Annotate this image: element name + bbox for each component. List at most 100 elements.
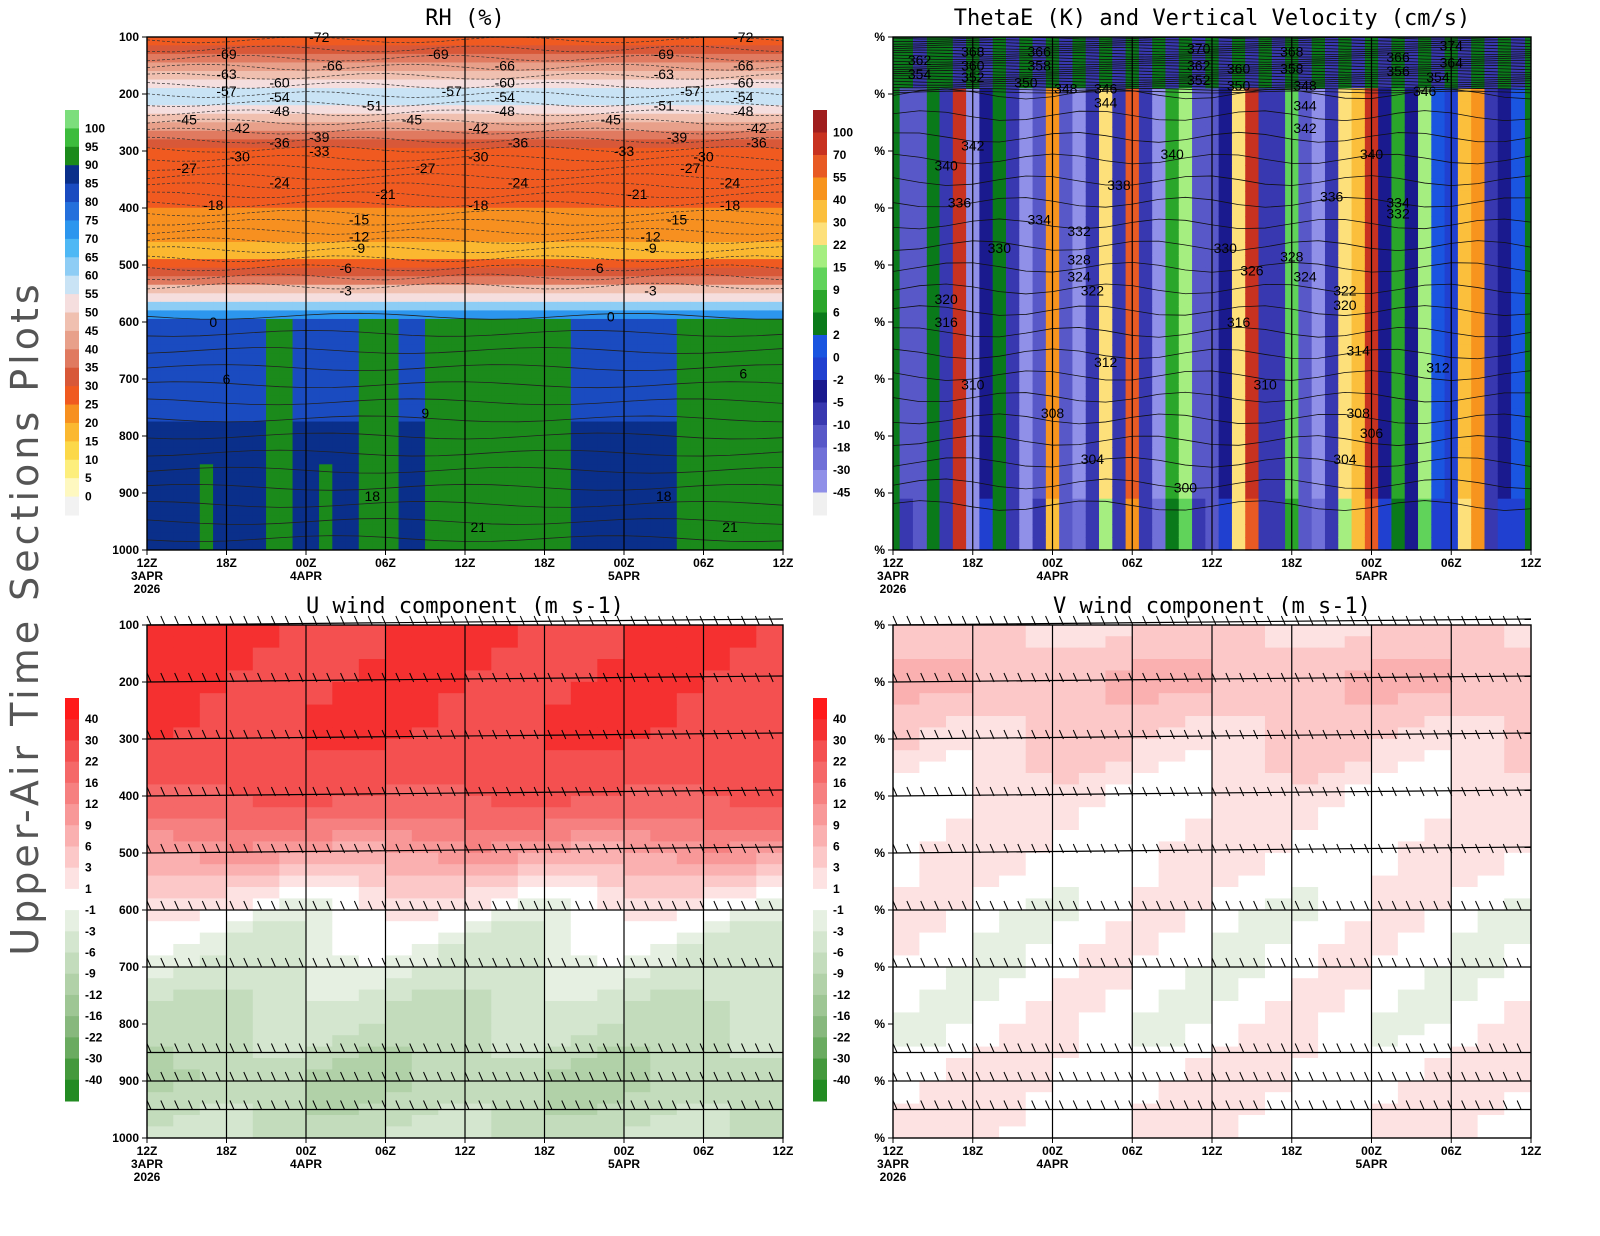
vv-cell bbox=[1378, 396, 1393, 410]
rh-cell bbox=[517, 156, 532, 166]
rh-cell bbox=[769, 515, 784, 525]
rh-cell bbox=[438, 53, 453, 64]
rh-cell bbox=[464, 472, 479, 482]
rh-cell bbox=[372, 113, 386, 123]
rh-cell bbox=[676, 267, 691, 277]
vv-cell bbox=[1032, 408, 1047, 423]
vv-cell bbox=[1471, 165, 1486, 179]
rh-cell bbox=[173, 524, 188, 534]
rh-cell bbox=[266, 541, 280, 551]
vv-cell bbox=[1457, 485, 1472, 500]
vv-cell bbox=[1311, 537, 1326, 551]
temperature-contour-dashed bbox=[146, 164, 784, 171]
y-tick-label: 900 bbox=[119, 486, 139, 500]
rh-cell bbox=[637, 361, 651, 371]
rh-cell bbox=[478, 336, 492, 346]
rh-cell bbox=[544, 276, 559, 286]
vv-cell bbox=[1032, 511, 1047, 525]
rh-cell bbox=[332, 489, 347, 500]
vv-cell bbox=[1112, 101, 1127, 115]
rh-cell bbox=[623, 233, 638, 243]
rh-cell bbox=[743, 301, 757, 311]
rh-cell bbox=[451, 447, 466, 457]
rh-cell bbox=[160, 190, 174, 200]
rh-cell bbox=[345, 293, 360, 303]
rh-cell bbox=[385, 165, 400, 175]
vv-cell bbox=[1484, 229, 1499, 243]
vv-cell bbox=[1258, 178, 1273, 192]
rh-cell bbox=[610, 88, 625, 98]
vv-cell bbox=[992, 190, 1007, 205]
rh-cell bbox=[345, 139, 360, 149]
rh-cell bbox=[743, 387, 757, 397]
rh-cell bbox=[279, 387, 294, 397]
vv-cell bbox=[1431, 126, 1446, 141]
rh-cell bbox=[610, 413, 625, 423]
rh-cell bbox=[544, 481, 559, 491]
vv-cell bbox=[1019, 485, 1034, 500]
rh-cell bbox=[743, 267, 757, 277]
temperature-contour-label: -36 bbox=[746, 134, 766, 150]
temperature-contour-label: -69 bbox=[654, 46, 674, 62]
rh-cell bbox=[464, 173, 479, 183]
rh-cell bbox=[239, 105, 254, 115]
vv-cell bbox=[952, 370, 967, 384]
rh-cell bbox=[597, 464, 612, 474]
rh-cell bbox=[584, 524, 598, 534]
vv-cell bbox=[1484, 190, 1499, 205]
rh-cell bbox=[398, 165, 413, 175]
vv-cell bbox=[1338, 396, 1353, 410]
rh-cell bbox=[623, 293, 638, 303]
rh-cell bbox=[531, 96, 545, 106]
rh-cell bbox=[266, 173, 280, 183]
rh-cell bbox=[252, 122, 267, 132]
rh-cell bbox=[584, 224, 598, 235]
rh-cell bbox=[372, 105, 386, 115]
rh-cell bbox=[398, 233, 413, 243]
rh-cell bbox=[266, 122, 280, 132]
vv-cell bbox=[1391, 255, 1406, 269]
rh-cell bbox=[570, 207, 585, 217]
rh-cell bbox=[716, 515, 731, 525]
rh-cell bbox=[570, 96, 585, 106]
vv-cell bbox=[1457, 203, 1472, 218]
rh-cell bbox=[186, 310, 201, 320]
rh-cell bbox=[292, 378, 307, 388]
rh-cell bbox=[491, 113, 506, 123]
rh-cell bbox=[517, 242, 532, 252]
rh-cell bbox=[464, 36, 479, 46]
rh-cell bbox=[199, 96, 214, 106]
rh-cell bbox=[345, 336, 360, 346]
rh-cell bbox=[610, 370, 625, 380]
vv-cell bbox=[1019, 280, 1034, 295]
vv-cell bbox=[1099, 306, 1113, 320]
vv-cell bbox=[1085, 485, 1100, 500]
rh-cell bbox=[743, 139, 757, 149]
rh-cell bbox=[398, 182, 413, 192]
rh-cell bbox=[252, 472, 267, 482]
rh-cell bbox=[769, 165, 784, 175]
rh-cell bbox=[213, 541, 227, 551]
vv-cell bbox=[1351, 88, 1366, 102]
vv-cell bbox=[1165, 306, 1180, 320]
rh-cell bbox=[584, 370, 598, 380]
vv-cell bbox=[1138, 139, 1153, 154]
rh-cell bbox=[385, 45, 400, 55]
vv-cell bbox=[1165, 216, 1180, 230]
vv-cell bbox=[1378, 229, 1393, 243]
vv-cell bbox=[1165, 396, 1180, 410]
rh-cell bbox=[252, 498, 267, 508]
vv-cell bbox=[1324, 524, 1339, 538]
rh-cell bbox=[279, 216, 294, 226]
rh-cell bbox=[398, 71, 413, 81]
y-tick-label: 600 bbox=[119, 315, 139, 329]
temperature-contour-label: -60 bbox=[269, 75, 289, 91]
rh-cell bbox=[743, 327, 757, 337]
vv-cell bbox=[939, 498, 954, 513]
vv-cell bbox=[1099, 460, 1113, 474]
temperature-contour-label: -42 bbox=[746, 120, 766, 136]
rh-cell bbox=[425, 361, 439, 371]
rh-cell bbox=[676, 190, 691, 200]
rh-cell bbox=[663, 541, 678, 551]
rh-cell bbox=[186, 147, 201, 158]
